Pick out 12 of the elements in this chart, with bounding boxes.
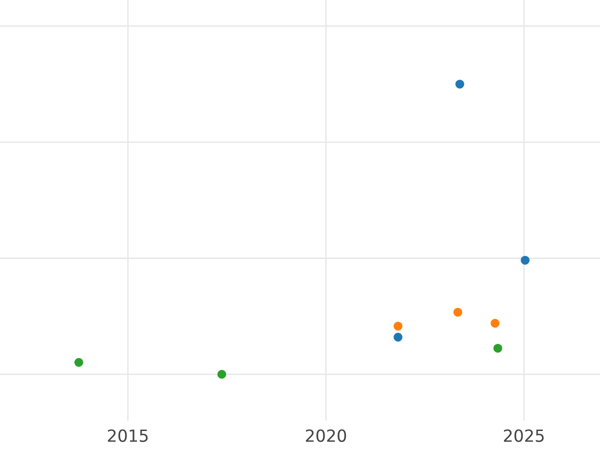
x-tick-label: 2025: [504, 429, 544, 442]
point: [394, 322, 402, 331]
point: [394, 332, 402, 342]
point: [74, 358, 84, 367]
point: [453, 308, 462, 317]
point: [493, 344, 502, 353]
point: [455, 80, 464, 89]
point: [217, 370, 226, 379]
point: [490, 318, 500, 328]
x-tick-label: 2020: [306, 429, 346, 442]
point: [520, 256, 530, 265]
x-tick-label: 2015: [108, 429, 148, 442]
